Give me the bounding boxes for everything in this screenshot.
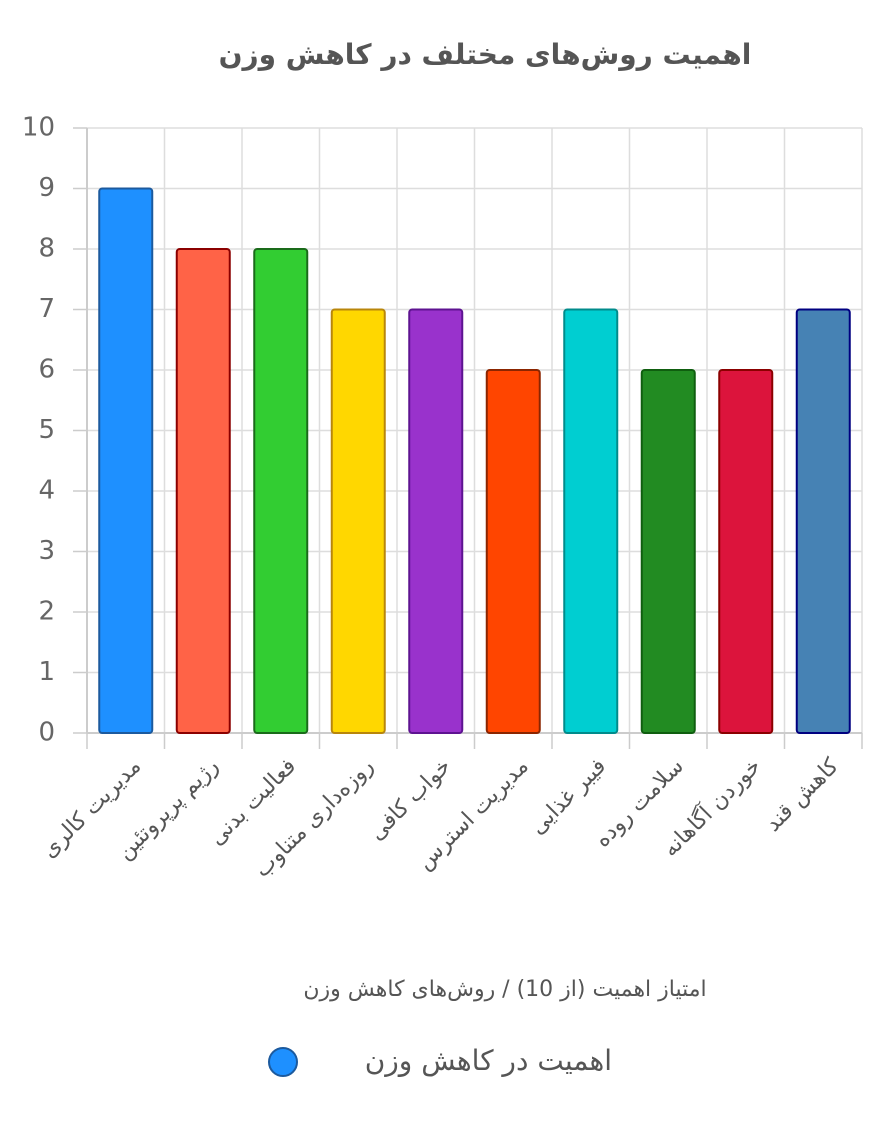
x-axis-label: امتیاز اهمیت (از 10) / روش‌های کاهش وزن [303, 977, 706, 1002]
bar [563, 308, 619, 734]
y-tick-label: 0 [38, 718, 55, 748]
y-tick-label: 2 [38, 597, 55, 627]
bar [408, 308, 464, 734]
bar [253, 248, 309, 734]
bar [98, 187, 154, 734]
y-tick-label: 7 [38, 294, 55, 324]
y-tick-label: 8 [38, 234, 55, 264]
y-tick-label: 9 [38, 173, 55, 203]
legend-marker [268, 1047, 298, 1077]
y-tick-label: 1 [38, 657, 55, 687]
y-tick-label: 10 [22, 113, 55, 143]
bar [795, 308, 851, 734]
x-tick-label: کاهش قند [761, 753, 844, 836]
bar [485, 369, 541, 734]
chart-title: اهمیت روش‌های مختلف در کاهش وزن [219, 38, 752, 71]
bar [640, 369, 696, 734]
y-tick-label: 4 [38, 476, 55, 506]
y-tick-label: 5 [38, 415, 55, 445]
y-tick-label: 3 [38, 536, 55, 566]
bar [718, 369, 774, 734]
bar [330, 308, 386, 734]
y-tick-label: 6 [38, 355, 55, 385]
legend-label: اهمیت در کاهش وزن [365, 1044, 612, 1077]
bar [175, 248, 231, 734]
